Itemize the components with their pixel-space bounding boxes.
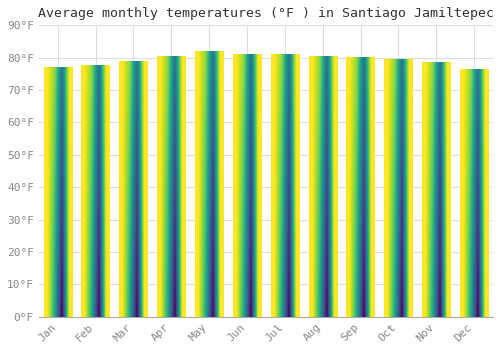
Title: Average monthly temperatures (°F ) in Santiago Jamiltepec: Average monthly temperatures (°F ) in Sa… [38,7,494,20]
